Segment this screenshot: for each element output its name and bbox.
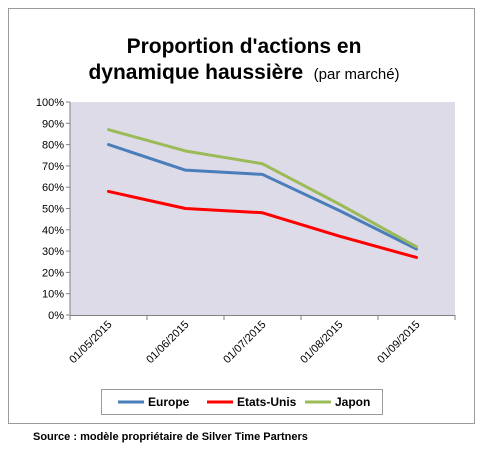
source-note: Source : modèle propriétaire de Silver T… (33, 431, 308, 443)
legend-label-japon: Japon (335, 395, 370, 409)
y-tick-label: 60% (42, 182, 64, 194)
y-tick-label: 50% (42, 204, 64, 216)
series-line-japon (107, 128, 418, 249)
y-tick-label: 30% (42, 246, 64, 258)
legend-box (101, 389, 383, 415)
y-tick-label: 10% (42, 289, 64, 301)
y-tick-label: 90% (42, 118, 64, 130)
legend-label-europe: Europe (148, 395, 190, 409)
y-tick-label: 70% (42, 161, 64, 173)
y-tick-label: 20% (42, 267, 64, 279)
y-tick-label: 80% (42, 140, 64, 152)
chart-subtitle: (par marché) (314, 66, 400, 83)
chart-title-line-2: dynamique haussière (par marché) (88, 61, 399, 84)
y-axis-ticks: 0% 10% 20% 30% 40% 50% 60% 70% 80% 90% 100% (36, 97, 70, 322)
series-lines (107, 128, 418, 259)
series-line-europe (107, 143, 418, 251)
series-line-etats-unis (107, 189, 418, 259)
legend: Europe Etats-Unis Japon (118, 395, 370, 409)
legend-label-etats-unis: Etats-Unis (237, 395, 297, 409)
chart-title-line-1: Proportion d'actions en (127, 35, 362, 58)
y-tick-label: 0% (48, 310, 64, 322)
chart-title-line-2-main: dynamique haussière (88, 61, 303, 84)
y-tick-label: 100% (36, 97, 64, 109)
y-tick-label: 40% (42, 225, 64, 237)
